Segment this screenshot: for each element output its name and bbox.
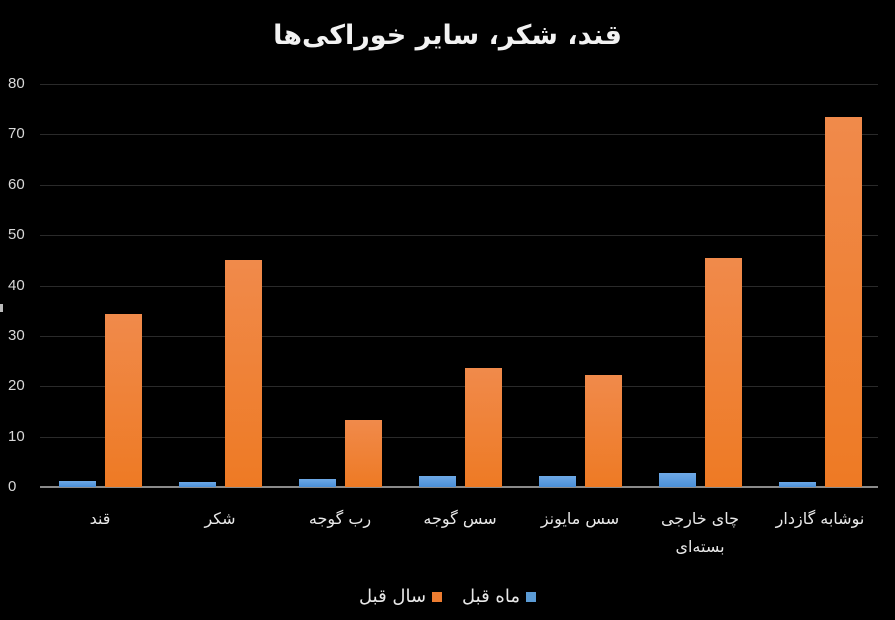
y-tick-label: 10 [8,427,25,445]
x-tick-label: چای خارجی بسته‌ای [660,509,740,556]
legend-item-month[interactable]: ماه قبل [462,586,536,607]
x-axis-line [40,486,878,488]
bar-year[interactable] [105,314,142,487]
y-tick-label: 80 [8,75,25,92]
gridline [40,184,878,186]
legend-item-year[interactable]: سال قبل [359,586,443,607]
gridline [40,285,878,287]
y-tick-label: 0 [8,478,17,495]
bar-month[interactable] [419,475,456,487]
bar-year[interactable] [825,117,862,487]
x-tick-label: رب گوجه [308,509,372,528]
gridline [40,134,878,136]
y-tick-label: 60 [8,175,25,193]
legend-label: سال قبل [359,586,427,607]
gridline [40,386,878,388]
bar-year[interactable] [345,420,382,487]
gridline [40,84,878,85]
chart-title: قند، شکر، سایر خوراکی‌ها [273,20,622,51]
x-tick-label: قند [89,509,111,528]
bar-month[interactable] [299,478,336,487]
legend: ماه قبل سال قبل [0,586,895,607]
x-tick-label: شکر [204,509,236,528]
bar-month[interactable] [179,481,216,487]
y-tick-label: 70 [8,125,25,143]
bar-year[interactable] [585,375,622,487]
legend-label: ماه قبل [462,586,520,607]
bar-month[interactable] [779,481,816,487]
y-tick-label: 20 [8,377,25,395]
bar-month[interactable] [59,480,96,487]
bar-year[interactable] [465,368,502,487]
bar-month[interactable] [659,472,696,487]
plot-area [40,84,878,488]
legend-swatch-blue [526,591,536,602]
gridline [40,335,878,337]
y-tick-label: 40 [8,276,25,294]
gridline [40,235,878,237]
y-tick-label: 50 [8,226,25,244]
bar-year[interactable] [225,260,262,487]
x-tick-label: نوشابه گازدار [775,509,865,528]
legend-swatch-orange [432,591,443,602]
x-tick-label: سس گوجه [423,509,497,528]
axis-marker [0,304,3,312]
y-tick-label: 30 [8,326,25,344]
x-tick-label: سس مایونز [540,509,620,528]
bar-month[interactable] [539,475,576,487]
gridline [40,436,878,438]
bar-year[interactable] [705,258,742,487]
